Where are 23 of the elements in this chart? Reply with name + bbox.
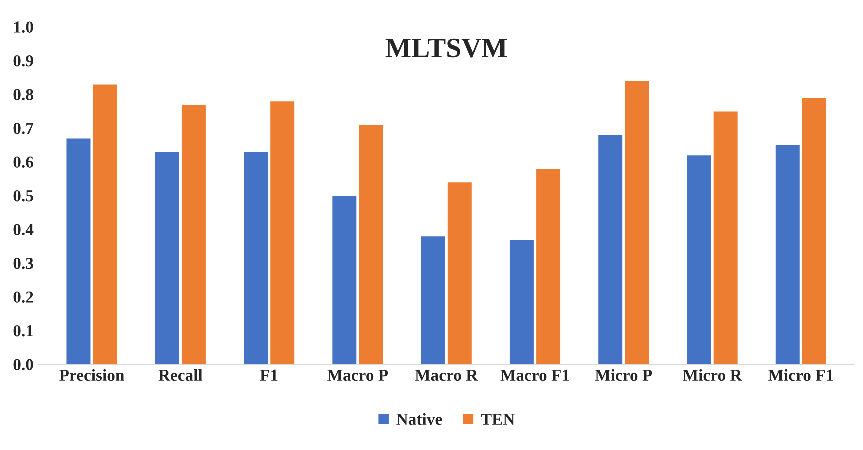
chart-title: MLTSVM xyxy=(386,38,508,58)
x-tick-label: Macro P xyxy=(328,370,388,382)
y-tick-label: 0.8 xyxy=(14,89,34,101)
x-tick-label: Micro R xyxy=(683,369,742,382)
x-tick-label: Recall xyxy=(158,369,203,382)
y-tick-label: 0.5 xyxy=(14,190,34,202)
y-tick-label: 0.2 xyxy=(14,292,34,304)
x-tick-label: Micro F1 xyxy=(768,369,834,382)
x-tick-label: Precision xyxy=(60,369,124,382)
y-tick-label: 1.0 xyxy=(14,22,34,34)
x-tick-label: Micro P xyxy=(595,369,652,382)
y-tick-label: 0.0 xyxy=(14,359,34,371)
legend-label: Native xyxy=(396,413,442,426)
y-tick-label: 0.4 xyxy=(14,224,34,236)
y-tick-label: 0.3 xyxy=(14,258,34,270)
x-tick-label: F1 xyxy=(260,370,278,381)
y-tick-label: 0.6 xyxy=(14,156,34,168)
x-tick-label: Macro R xyxy=(415,370,478,382)
x-tick-label: Macro F1 xyxy=(500,370,570,382)
y-tick-label: 0.9 xyxy=(14,55,34,67)
legend-label: TEN xyxy=(481,414,515,425)
y-tick-label: 0.7 xyxy=(14,122,34,134)
y-tick-label: 0.1 xyxy=(14,325,34,337)
